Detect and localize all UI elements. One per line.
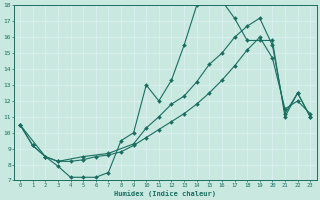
X-axis label: Humidex (Indice chaleur): Humidex (Indice chaleur) [114,190,216,197]
